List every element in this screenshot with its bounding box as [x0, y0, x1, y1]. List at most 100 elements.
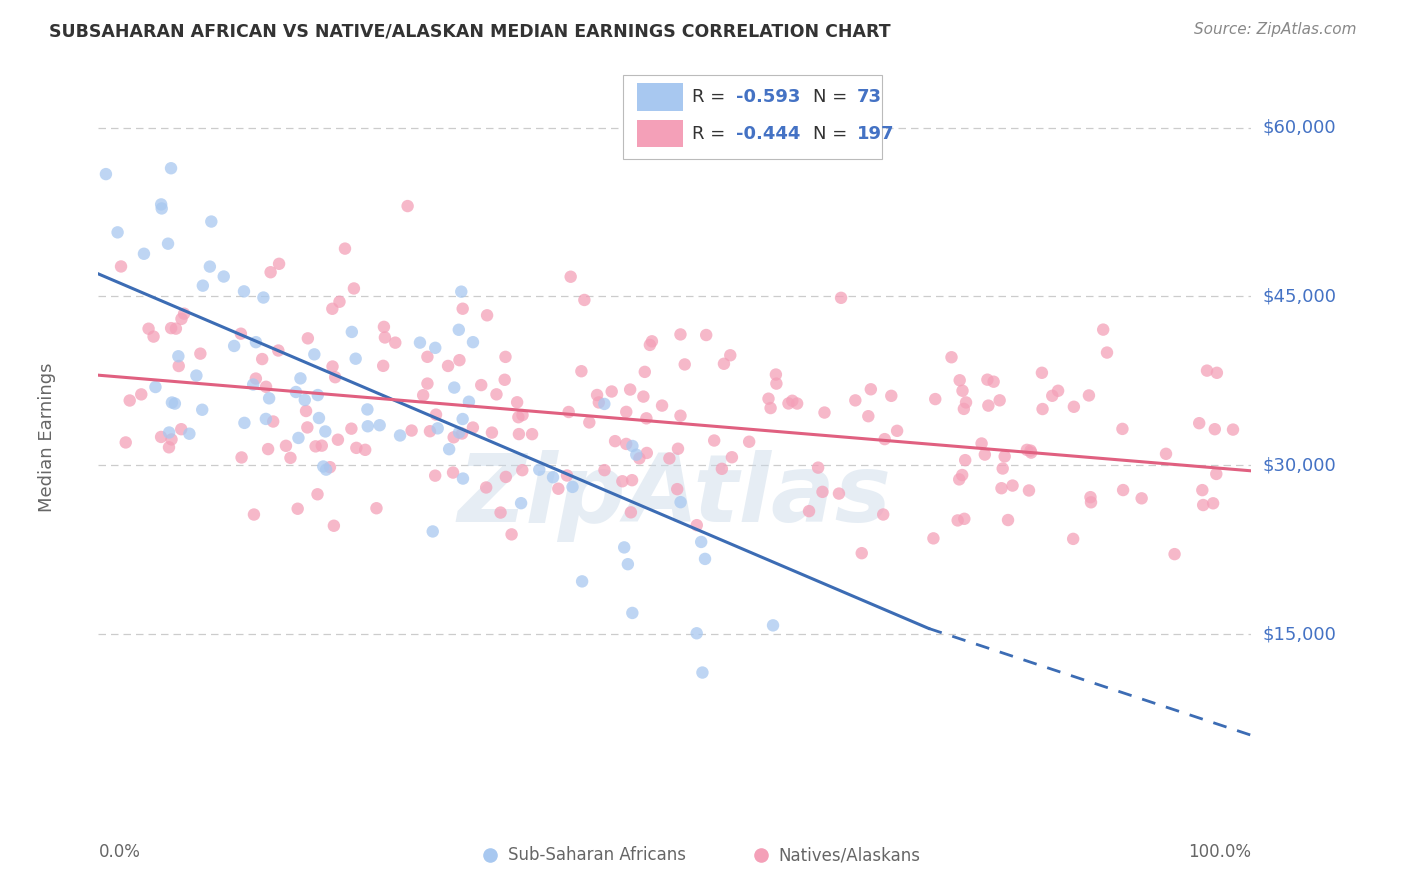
Point — [323, 370, 346, 384]
Point — [1047, 384, 1070, 398]
Point — [374, 330, 396, 344]
Point — [212, 269, 235, 284]
Point — [603, 434, 626, 449]
Text: N =: N = — [813, 88, 853, 106]
Point — [443, 430, 465, 444]
Point — [614, 437, 637, 451]
Point — [880, 389, 903, 403]
Point — [872, 508, 894, 522]
Point — [970, 436, 993, 450]
Point — [501, 527, 523, 541]
Point — [243, 508, 266, 522]
Point — [368, 418, 391, 433]
Point — [321, 301, 343, 316]
Bar — [637, 83, 683, 111]
Point — [512, 408, 534, 422]
Point — [1032, 402, 1054, 417]
Point — [762, 618, 785, 632]
Text: ZipAtlas: ZipAtlas — [458, 450, 891, 541]
Point — [593, 397, 616, 411]
Point — [344, 441, 367, 455]
Point — [1163, 547, 1185, 561]
Point — [953, 512, 976, 526]
Point — [132, 246, 155, 260]
Point — [1205, 366, 1227, 380]
Point — [508, 410, 530, 425]
Point — [520, 427, 543, 442]
Point — [173, 307, 195, 321]
Point — [412, 388, 434, 402]
Point — [485, 387, 508, 401]
Point — [443, 381, 465, 395]
Point — [451, 412, 474, 426]
Point — [340, 325, 363, 339]
Point — [311, 439, 333, 453]
Point — [529, 463, 551, 477]
Point — [333, 242, 356, 256]
Point — [287, 431, 309, 445]
Point — [426, 421, 449, 435]
Point — [695, 328, 717, 343]
Point — [626, 448, 648, 462]
Text: $30,000: $30,000 — [1263, 456, 1336, 475]
Bar — [637, 120, 683, 147]
Point — [738, 434, 761, 449]
Point — [165, 321, 187, 335]
Point — [844, 393, 866, 408]
Point — [224, 339, 246, 353]
Point — [1111, 422, 1133, 436]
Point — [955, 395, 977, 409]
Point — [778, 396, 800, 410]
Text: SUBSAHARAN AFRICAN VS NATIVE/ALASKAN MEDIAN EARNINGS CORRELATION CHART: SUBSAHARAN AFRICAN VS NATIVE/ALASKAN MED… — [49, 22, 891, 40]
Point — [254, 380, 277, 394]
Point — [506, 395, 529, 409]
Point — [319, 460, 342, 475]
Text: Sub-Saharan Africans: Sub-Saharan Africans — [508, 847, 686, 864]
Point — [1040, 389, 1063, 403]
Point — [636, 411, 658, 425]
Point — [322, 518, 344, 533]
Point — [669, 327, 692, 342]
Point — [759, 401, 782, 415]
Point — [304, 439, 326, 453]
Point — [409, 335, 432, 350]
Point — [751, 796, 773, 810]
Point — [389, 428, 412, 442]
Point — [1204, 422, 1226, 436]
Point — [254, 412, 277, 426]
Point — [118, 393, 141, 408]
Point — [619, 383, 641, 397]
Point — [287, 501, 309, 516]
Point — [621, 439, 644, 453]
Point — [557, 405, 579, 419]
Point — [145, 380, 167, 394]
Point — [1063, 400, 1085, 414]
Point — [924, 392, 946, 406]
Point — [666, 442, 689, 456]
Point — [157, 236, 180, 251]
Point — [94, 167, 117, 181]
Text: R =: R = — [692, 125, 731, 143]
Point — [494, 373, 516, 387]
Text: 100.0%: 100.0% — [1188, 843, 1251, 861]
Point — [807, 460, 830, 475]
Point — [340, 422, 363, 436]
Point — [250, 352, 273, 367]
Point — [373, 319, 395, 334]
Point — [396, 199, 419, 213]
Text: Source: ZipAtlas.com: Source: ZipAtlas.com — [1194, 22, 1357, 37]
Point — [952, 384, 974, 398]
Point — [160, 321, 183, 335]
Point — [560, 269, 582, 284]
Point — [328, 294, 350, 309]
Point — [257, 392, 280, 406]
Point — [983, 375, 1005, 389]
Point — [510, 496, 533, 510]
Point — [242, 377, 264, 392]
Point — [797, 504, 820, 518]
Point — [425, 408, 447, 422]
Text: 197: 197 — [858, 125, 894, 143]
Point — [1202, 496, 1225, 510]
Text: -0.444: -0.444 — [735, 125, 800, 143]
Point — [304, 347, 326, 361]
